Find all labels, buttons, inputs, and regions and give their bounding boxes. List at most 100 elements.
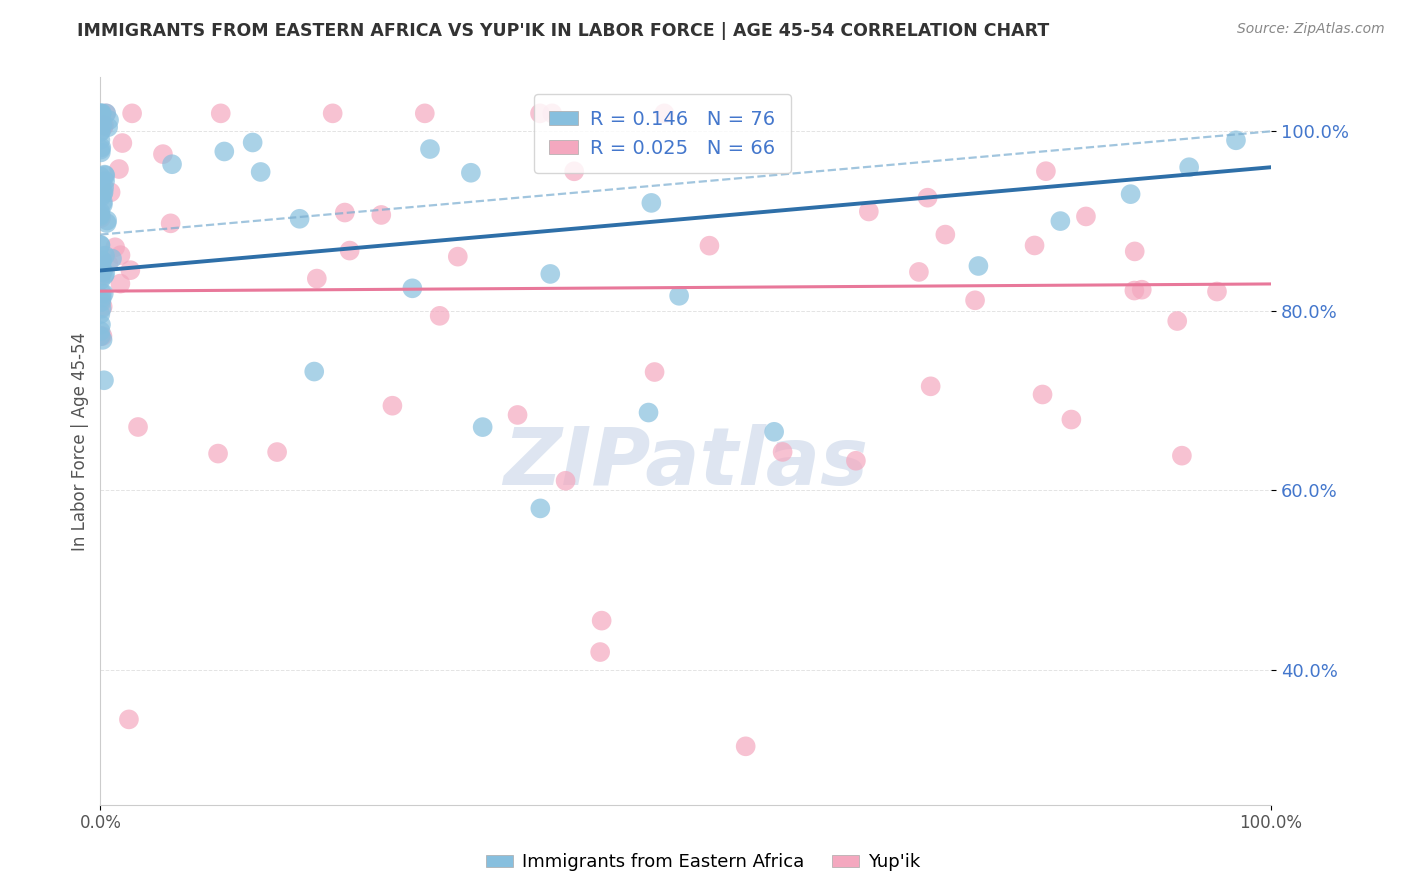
Point bbox=[529, 501, 551, 516]
Point bbox=[90, 291, 112, 305]
Point bbox=[1060, 412, 1083, 426]
Point bbox=[668, 289, 690, 303]
Point bbox=[93, 120, 115, 134]
Point bbox=[209, 106, 232, 120]
Point bbox=[1178, 160, 1201, 174]
Point bbox=[90, 295, 112, 310]
Point bbox=[1123, 284, 1146, 298]
Point bbox=[93, 268, 115, 283]
Point bbox=[89, 169, 111, 184]
Point bbox=[917, 191, 939, 205]
Point bbox=[159, 216, 181, 230]
Point bbox=[90, 286, 112, 301]
Point bbox=[1225, 133, 1247, 147]
Point bbox=[637, 405, 659, 419]
Point bbox=[1035, 164, 1057, 178]
Point bbox=[94, 169, 117, 183]
Point bbox=[91, 253, 114, 268]
Point bbox=[644, 365, 666, 379]
Point bbox=[90, 269, 112, 284]
Point bbox=[98, 113, 121, 128]
Point bbox=[93, 168, 115, 182]
Point bbox=[93, 373, 115, 387]
Point bbox=[447, 250, 470, 264]
Point bbox=[339, 244, 361, 258]
Point bbox=[91, 300, 114, 314]
Point bbox=[91, 118, 114, 132]
Point bbox=[920, 379, 942, 393]
Point bbox=[266, 445, 288, 459]
Point bbox=[89, 252, 111, 267]
Point bbox=[94, 249, 117, 263]
Point bbox=[96, 216, 118, 230]
Point bbox=[1206, 285, 1229, 299]
Point bbox=[90, 178, 112, 192]
Point bbox=[90, 253, 112, 268]
Point bbox=[90, 106, 112, 120]
Point bbox=[214, 145, 236, 159]
Point bbox=[413, 106, 436, 120]
Point bbox=[120, 263, 142, 277]
Point bbox=[529, 106, 551, 120]
Point bbox=[734, 739, 756, 754]
Point bbox=[302, 365, 325, 379]
Point bbox=[908, 265, 931, 279]
Point bbox=[89, 133, 111, 147]
Point bbox=[934, 227, 956, 242]
Point bbox=[90, 125, 112, 139]
Point bbox=[91, 197, 114, 211]
Point bbox=[90, 329, 112, 343]
Point bbox=[160, 157, 183, 171]
Point bbox=[90, 145, 112, 160]
Point bbox=[90, 293, 112, 308]
Point bbox=[94, 106, 117, 120]
Point bbox=[506, 408, 529, 422]
Point bbox=[96, 213, 118, 227]
Point bbox=[94, 267, 117, 281]
Point bbox=[589, 645, 612, 659]
Legend: Immigrants from Eastern Africa, Yup'ik: Immigrants from Eastern Africa, Yup'ik bbox=[479, 847, 927, 879]
Point bbox=[97, 120, 120, 135]
Point bbox=[305, 271, 328, 285]
Point bbox=[93, 186, 115, 200]
Point bbox=[91, 333, 114, 347]
Point bbox=[91, 265, 114, 279]
Point bbox=[1074, 210, 1097, 224]
Point bbox=[89, 209, 111, 223]
Point bbox=[91, 194, 114, 209]
Point bbox=[89, 208, 111, 222]
Text: Source: ZipAtlas.com: Source: ZipAtlas.com bbox=[1237, 22, 1385, 37]
Point bbox=[963, 293, 986, 308]
Point bbox=[152, 147, 174, 161]
Point bbox=[1049, 214, 1071, 228]
Point bbox=[322, 106, 344, 120]
Point bbox=[93, 180, 115, 194]
Point bbox=[967, 259, 990, 273]
Point bbox=[90, 143, 112, 157]
Point bbox=[93, 286, 115, 301]
Point bbox=[333, 205, 356, 219]
Point bbox=[89, 237, 111, 252]
Point bbox=[89, 324, 111, 338]
Point bbox=[654, 106, 676, 120]
Point bbox=[370, 208, 392, 222]
Point bbox=[460, 166, 482, 180]
Point bbox=[249, 165, 271, 179]
Point bbox=[288, 211, 311, 226]
Point bbox=[93, 119, 115, 133]
Point bbox=[90, 205, 112, 219]
Point bbox=[121, 106, 143, 120]
Legend: R = 0.146   N = 76, R = 0.025   N = 66: R = 0.146 N = 76, R = 0.025 N = 66 bbox=[534, 95, 790, 173]
Point bbox=[1171, 449, 1194, 463]
Point bbox=[94, 174, 117, 188]
Point bbox=[401, 281, 423, 295]
Point bbox=[554, 474, 576, 488]
Point bbox=[97, 257, 120, 271]
Point bbox=[1123, 244, 1146, 259]
Point bbox=[419, 142, 441, 156]
Point bbox=[91, 266, 114, 280]
Point bbox=[90, 301, 112, 316]
Point bbox=[538, 267, 561, 281]
Point bbox=[89, 307, 111, 321]
Point bbox=[845, 454, 868, 468]
